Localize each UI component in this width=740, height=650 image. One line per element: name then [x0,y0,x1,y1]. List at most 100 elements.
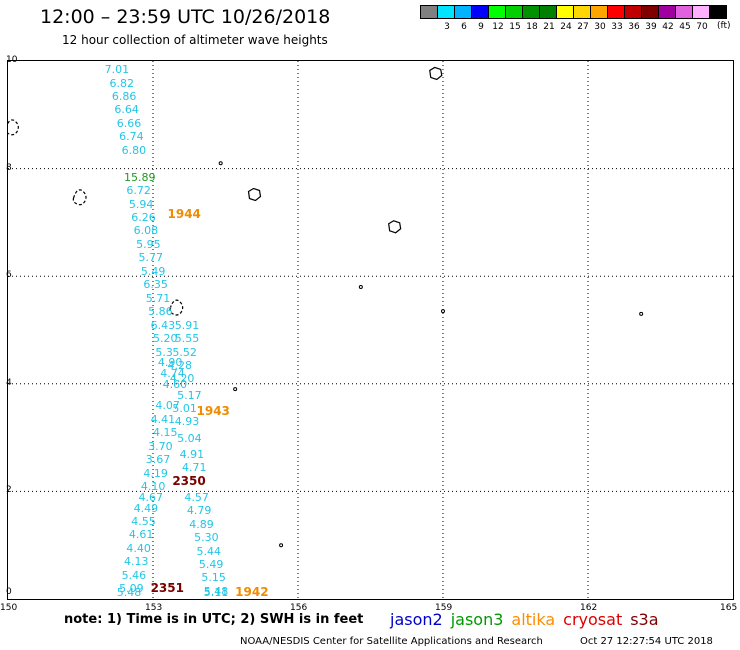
wave-height-label: 4.15 [153,426,178,440]
wave-height-label: 6.43 [150,318,176,332]
wave-height-label: 5.11 [203,586,229,599]
wave-height-label: 4.49 [133,501,159,515]
latitude-tick-label: 8 [6,162,12,173]
wave-height-label: 5.77 [138,251,164,265]
wave-height-label: 6.35 [143,278,168,292]
color-scale-label: 45 [679,22,691,32]
color-scale-swatch: 9 [471,5,489,32]
wave-height-label: 4.40 [126,541,151,555]
color-scale-swatch: 27 [573,5,591,32]
latitude-tick-label: 6 [6,270,12,281]
color-scale-swatch: 45 [675,5,693,32]
wave-height-label: 3.70 [148,439,173,453]
color-scale-swatch: 30 [590,5,608,32]
wave-height-label: 5.48 [203,584,229,598]
wave-height-label: 5.20 [153,332,178,346]
color-scale-label: 18 [526,22,538,32]
longitude-tick-label: 165 [720,603,738,613]
color-scale-swatch: 39 [641,5,659,32]
legend-entry-cryosat: cryosat [563,610,623,629]
wave-height-label: 6.82 [109,76,135,90]
wave-height-label: 5.55 [174,332,200,346]
color-scale-label: 27 [577,22,589,32]
wave-height-label: 4.67 [138,490,164,504]
wave-height-label: 4.74 [160,367,185,381]
wave-height-label: 6.74 [119,130,144,144]
legend-entry-altika: altika [511,610,556,629]
pass-time-label: 1944 [167,207,201,222]
color-scale-label: 3 [444,22,450,32]
color-scale-label: 30 [594,22,606,32]
wave-height-label: 6.64 [114,103,139,117]
color-scale-label: 33 [611,22,623,32]
color-scale-label: 42 [662,22,674,32]
wave-height-label: 5.3 [155,345,173,359]
wave-height-label: 4.93 [174,415,200,429]
wave-height-label: 6.26 [131,211,156,225]
wave-height-label: 6.66 [116,116,142,130]
wave-height-label: 7.01 [104,63,130,77]
color-scale-label: 24 [560,22,572,32]
latitude-tick-label: 0 [6,587,12,597]
wave-height-label: 5.17 [177,388,202,402]
wave-height-label: 4.90 [157,356,183,370]
map-canvas [8,61,733,599]
wave-height-label: 5.71 [145,291,171,305]
color-scale-label: 21 [543,22,555,32]
color-scale-swatch: 33 [607,5,625,32]
wave-height-label: 5.95 [136,237,161,251]
wave-height-label: 4.55 [131,514,156,528]
page-subtitle: 12 hour collection of altimeter wave hei… [62,33,328,47]
wave-height-label: 5.86 [148,305,173,319]
longitude-tick-label: 159 [435,603,453,613]
wave-height-label: 5.94 [128,197,154,211]
longitude-tick-label: 150 [0,603,18,613]
wave-height-label: 5.15 [201,571,226,585]
wave-height-label: 4.41 [150,412,176,426]
wave-height-label: 4.19 [143,466,168,480]
color-scale-swatch [709,5,727,19]
wave-height-label: 3.67 [145,453,171,467]
color-scale-label: 70 [696,22,708,32]
wave-height-label: 5.04 [177,431,202,445]
wave-height-label: 5.49 [140,264,166,278]
wave-height-label: 5.09 [119,582,144,596]
wave-height-label: 6.86 [111,89,137,103]
wave-height-label: 5.49 [198,558,224,572]
pass-time-label: 2351 [150,581,184,596]
island-outline [388,220,402,234]
color-scale-swatch: 21 [539,5,557,32]
island-outline [639,311,644,316]
wave-height-label: 4.61 [128,528,154,542]
pass-time-label: 1943 [196,403,230,418]
island-outline [8,119,19,136]
wave-height-label: 4.07 [155,399,180,413]
longitude-tick-label: 153 [145,603,163,613]
wave-height-label: 6.80 [121,143,147,157]
legend-entry-s3a: s3a [630,610,659,629]
latitude-tick-label: 2 [6,485,12,496]
color-scale-swatch [420,5,438,19]
wave-height-label: 4.13 [124,555,149,569]
wave-height-label: 5.91 [174,318,200,332]
legend-entry-jason3: jason3 [450,610,504,629]
wave-height-label: 6.72 [126,184,151,198]
longitude-tick-label: 156 [290,603,308,613]
generation-timestamp: Oct 27 12:27:54 UTC 2018 [580,636,713,647]
wave-height-label: 4.71 [182,461,207,475]
color-scale-label: 9 [478,22,484,32]
color-scale-swatch: 24 [556,5,574,32]
pass-time-label: 2350 [172,473,206,488]
color-scale-label: 6 [461,22,467,32]
island-outline [358,284,363,289]
latitude-tick-label: 4 [6,377,12,388]
wave-height-label: 5.46 [121,568,147,582]
island-outline [429,66,443,81]
footer-note: note: 1) Time is in UTC; 2) SWH is in fe… [64,612,364,627]
wave-height-label: 4.91 [179,447,205,461]
wave-height-label: 5.01 [172,402,197,415]
longitude-tick-label: 162 [580,603,598,613]
wave-height-label: 15.89 [124,170,156,184]
wave-height-label: 5.48 [116,586,142,599]
legend-entry-jason2: jason2 [390,610,443,629]
